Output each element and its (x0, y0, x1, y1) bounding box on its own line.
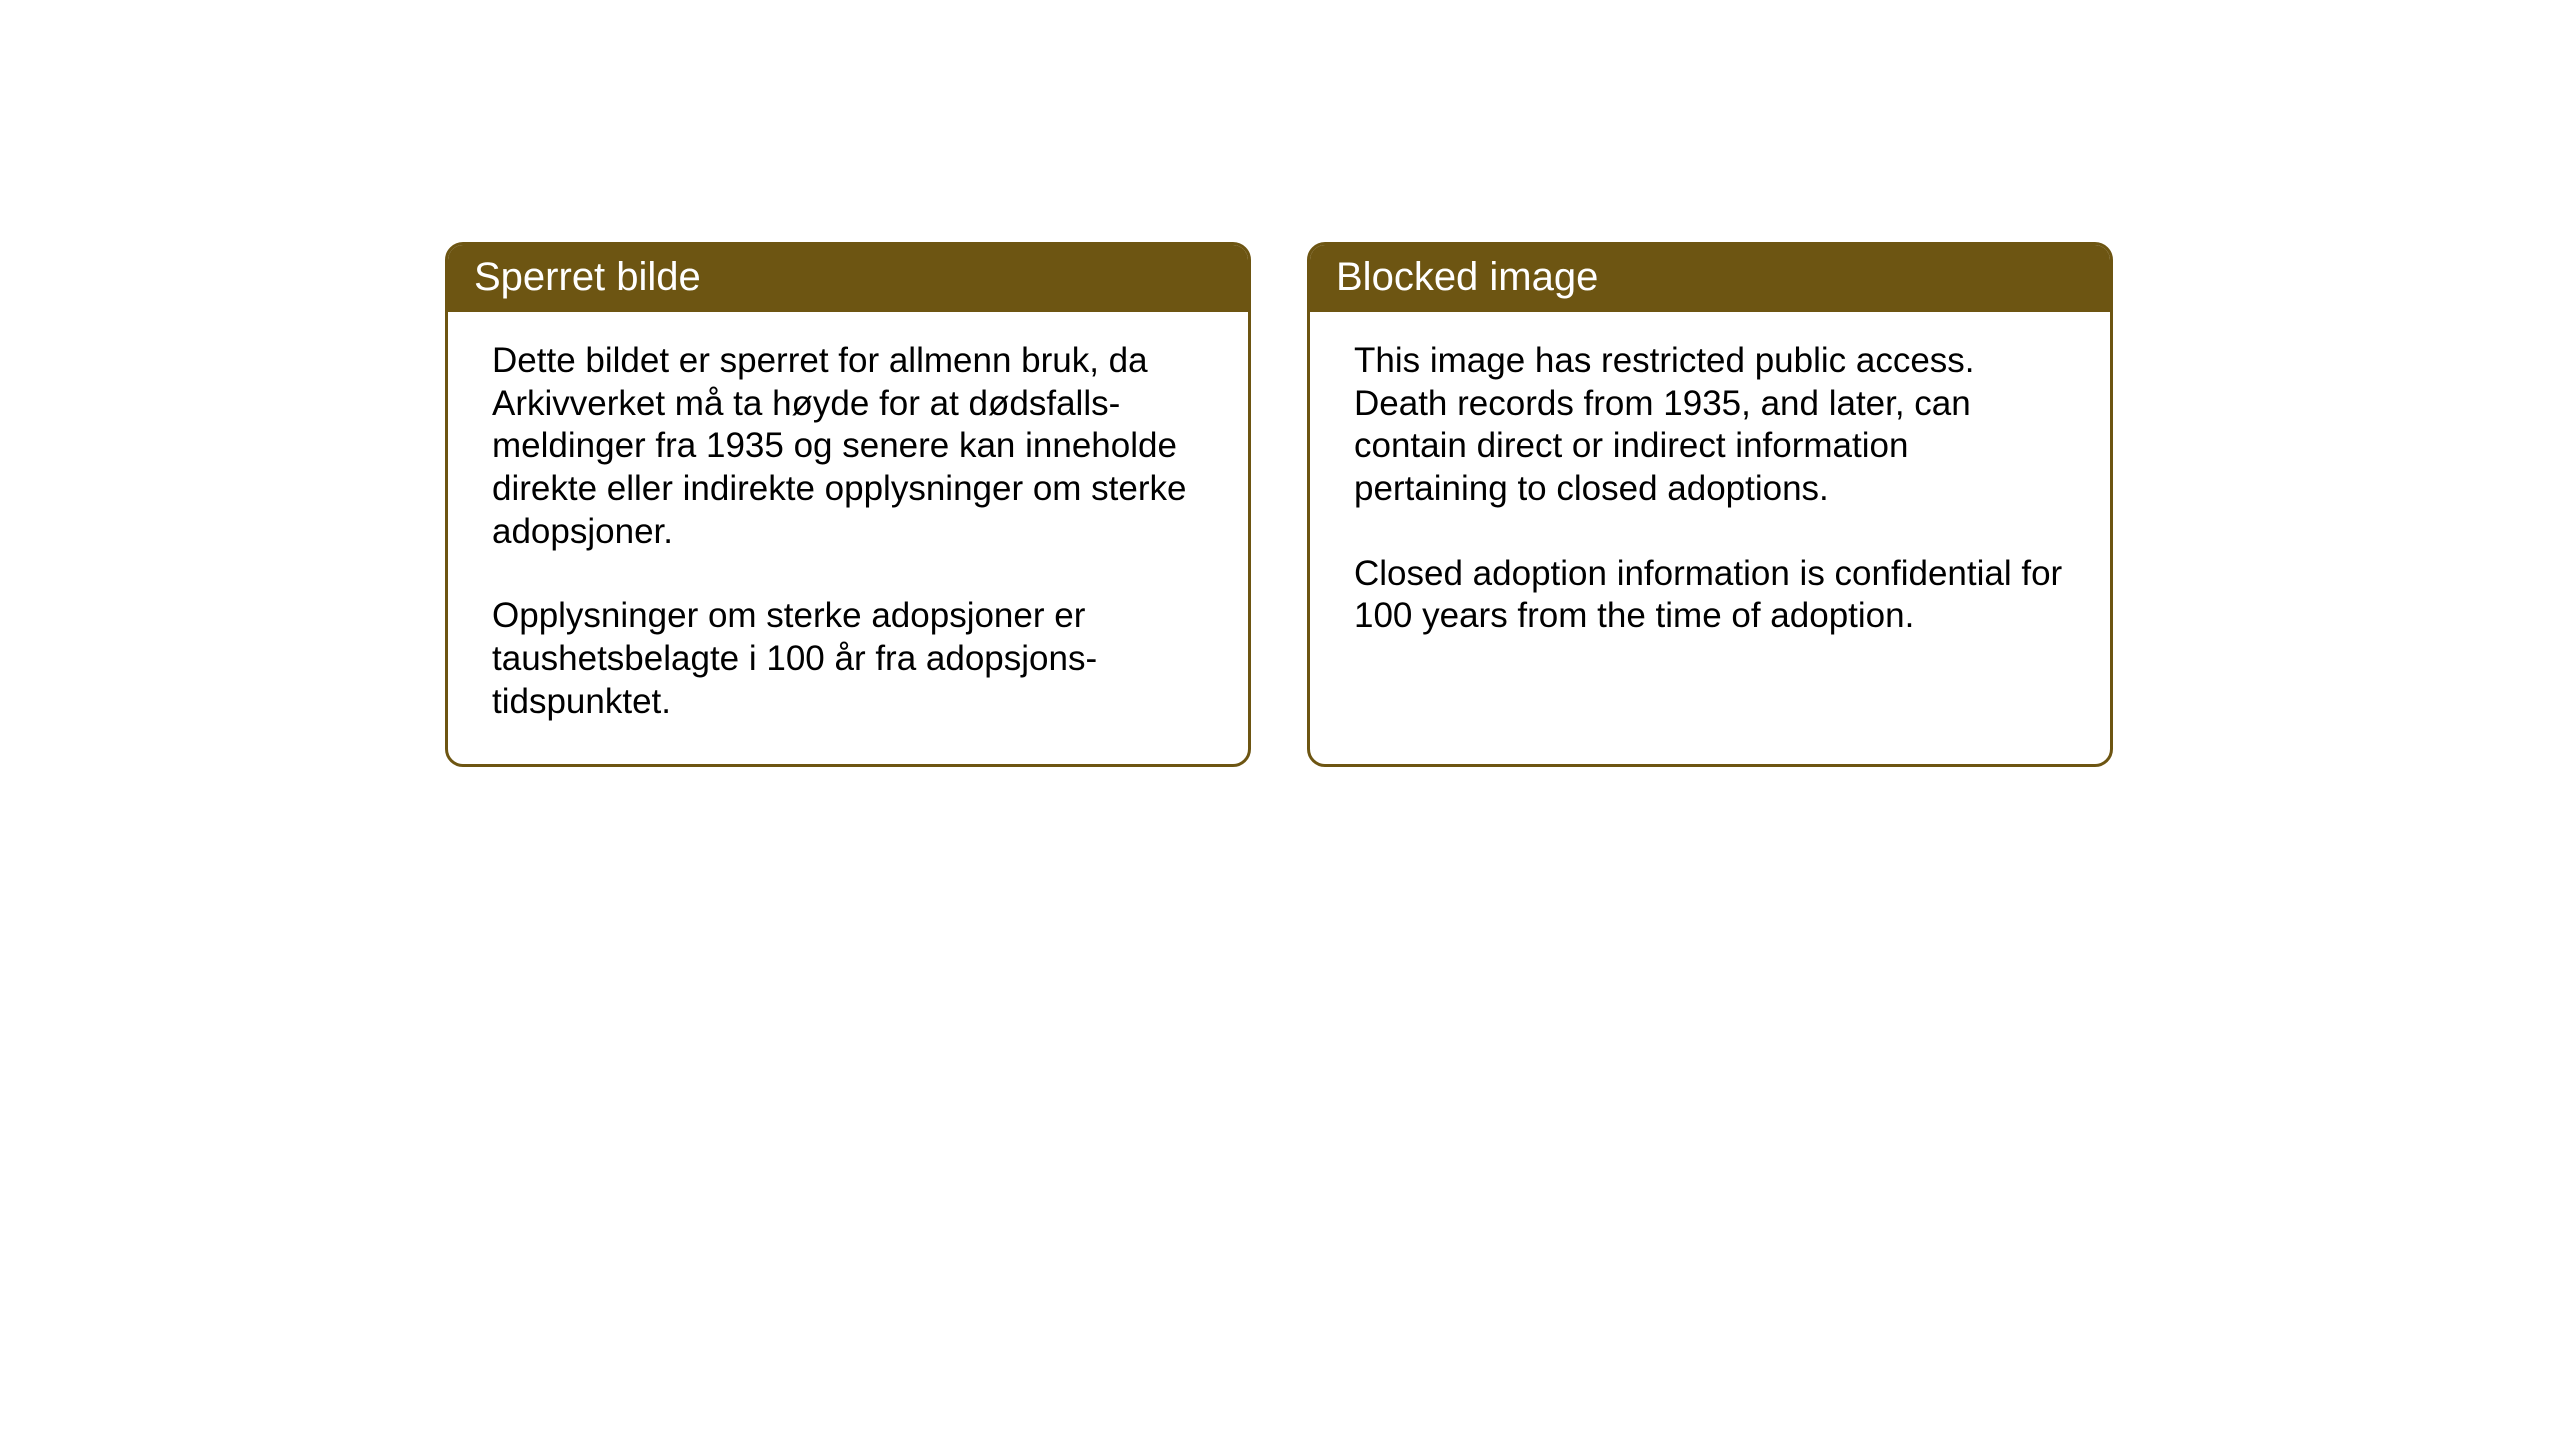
notice-container: Sperret bilde Dette bildet er sperret fo… (445, 242, 2113, 767)
english-notice-card: Blocked image This image has restricted … (1307, 242, 2113, 767)
norwegian-paragraph-1: Dette bildet er sperret for allmenn bruk… (492, 340, 1204, 553)
english-card-title: Blocked image (1310, 245, 2110, 312)
norwegian-paragraph-2: Opplysninger om sterke adopsjoner er tau… (492, 595, 1204, 723)
english-paragraph-1: This image has restricted public access.… (1354, 340, 2066, 511)
english-card-body: This image has restricted public access.… (1310, 312, 2110, 678)
norwegian-notice-card: Sperret bilde Dette bildet er sperret fo… (445, 242, 1251, 767)
english-paragraph-2: Closed adoption information is confident… (1354, 553, 2066, 638)
norwegian-card-body: Dette bildet er sperret for allmenn bruk… (448, 312, 1248, 764)
norwegian-card-title: Sperret bilde (448, 245, 1248, 312)
